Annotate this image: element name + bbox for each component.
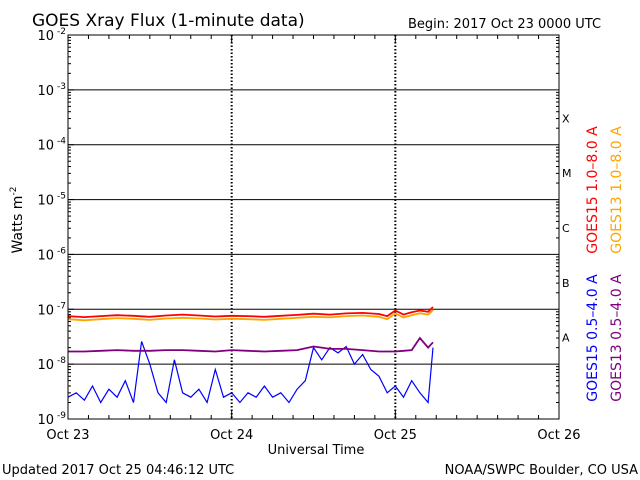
series-line	[67, 309, 434, 322]
series-line	[67, 306, 434, 319]
y-tick-exponent: -2	[57, 27, 66, 37]
y-tick-label: 10	[37, 194, 54, 209]
legend-entry: GOES15 0.5–4.0 A	[585, 274, 601, 402]
x-tick-label: Oct 25	[374, 428, 417, 443]
y-axis-label-main: Watts m	[10, 196, 26, 254]
x-tick-label: Oct 23	[46, 428, 89, 443]
series-line	[68, 336, 434, 353]
plot-frame	[67, 34, 560, 420]
legend-entry: GOES13 0.5–4.0 A	[609, 274, 625, 402]
flare-class-c: C	[562, 222, 570, 235]
y-tick-label: 10	[37, 248, 54, 263]
begin-label: Begin: 2017 Oct 23 0000 UTC	[408, 17, 601, 32]
y-axis-label-exponent: -2	[9, 187, 19, 196]
flare-class-b: B	[562, 277, 570, 290]
y-tick-exponent: -7	[57, 301, 66, 311]
flare-class-m: M	[562, 167, 572, 180]
x-tick-label: Oct 24	[210, 428, 253, 443]
y-tick-label: 10	[37, 139, 54, 154]
x-axis-title: Universal Time	[268, 443, 365, 458]
y-tick-label: 10	[37, 413, 54, 428]
x-tick-label: Oct 26	[537, 428, 580, 443]
series-layer	[67, 306, 434, 405]
y-tick-exponent: -4	[57, 137, 66, 147]
source-credit: NOAA/SWPC Boulder, CO USA	[445, 463, 638, 478]
y-tick-exponent: -6	[57, 246, 66, 256]
series-line	[67, 341, 434, 405]
svg-text:Watts m-2: Watts m-2	[9, 187, 26, 254]
legend: GOES15 1.0–8.0 A GOES13 1.0–8.0 A GOES15 0…	[585, 126, 625, 402]
y-axis: 10-210-310-410-510-610-710-810-9	[37, 27, 559, 428]
y-tick-exponent: -5	[57, 192, 66, 202]
y-tick-exponent: -3	[57, 82, 66, 92]
flare-class-labels: X M C B A	[562, 112, 572, 344]
y-tick-label: 10	[37, 303, 54, 318]
y-tick-label: 10	[37, 29, 54, 44]
y-axis-label: Watts m-2	[9, 187, 26, 254]
y-tick-exponent: -9	[57, 411, 66, 421]
legend-entry: GOES15 1.0–8.0 A	[585, 126, 601, 254]
y-tick-exponent: -8	[57, 356, 66, 366]
grid	[68, 35, 559, 419]
flare-class-x: X	[562, 112, 570, 125]
y-tick-label: 10	[37, 84, 54, 99]
flare-class-a: A	[562, 332, 570, 345]
chart-title: GOES Xray Flux (1-minute data)	[32, 11, 305, 31]
legend-entry: GOES13 1.0–8.0 A	[609, 126, 625, 254]
updated-timestamp: Updated 2017 Oct 25 04:46:12 UTC	[2, 463, 234, 478]
y-tick-label: 10	[37, 358, 54, 373]
x-axis: Oct 23 Oct 24 Oct 25 Oct 26	[46, 35, 581, 443]
